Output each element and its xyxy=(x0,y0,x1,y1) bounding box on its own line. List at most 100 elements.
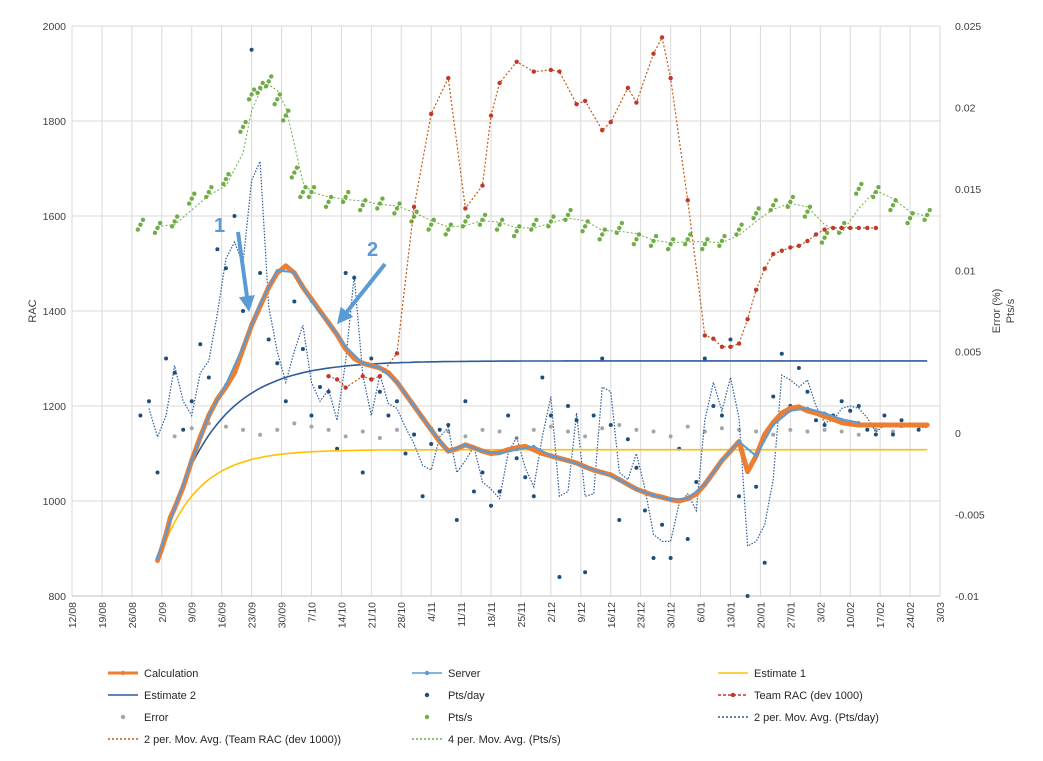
x-tick-label: 28/10 xyxy=(396,602,408,628)
server-point xyxy=(344,345,348,349)
legend-label: Estimate 2 xyxy=(144,690,196,702)
legend-label: Pts/day xyxy=(448,690,485,702)
pts-day-point xyxy=(642,508,647,513)
pts-day-point xyxy=(309,413,314,418)
pts-s-point xyxy=(238,129,243,135)
team-rac-point xyxy=(582,98,588,104)
pts-s-point xyxy=(822,235,827,240)
series-layer xyxy=(135,35,932,598)
server-point xyxy=(361,361,365,365)
pts-day-point xyxy=(172,370,177,375)
pts-s-point xyxy=(511,233,517,239)
legend-label: Team RAC (dev 1000) xyxy=(754,690,863,702)
error-point xyxy=(617,423,622,427)
pts-day-point xyxy=(523,475,528,480)
calculation-point xyxy=(796,404,802,410)
error-point xyxy=(548,424,553,429)
team-rac-point xyxy=(830,225,836,231)
pts-s-point xyxy=(705,237,710,242)
y2-tick-label: 0.01 xyxy=(955,265,976,277)
pts-day-point xyxy=(454,518,459,522)
error-point xyxy=(463,434,468,439)
pts-s-point xyxy=(326,199,331,205)
pts-day-point xyxy=(326,389,331,394)
pts-s-point xyxy=(306,194,312,200)
pts-s-point xyxy=(907,215,913,221)
x-tick-label: 3/03 xyxy=(935,602,947,623)
pts-day-point xyxy=(625,437,630,442)
pts-day-point xyxy=(300,347,305,351)
pts-s-point xyxy=(477,222,483,227)
pts-day-point xyxy=(360,470,365,475)
error-point xyxy=(583,434,588,439)
pts-s-point xyxy=(682,242,688,247)
pts-s-point xyxy=(617,225,622,231)
estimate-1-line xyxy=(156,448,928,564)
calculation-point xyxy=(231,370,237,376)
legend: Calculation Server Estimate 1 Estimate 2 Pts… xyxy=(108,668,879,746)
pts-s-point xyxy=(357,207,363,213)
server-point xyxy=(805,406,810,410)
team-rac-point xyxy=(488,113,494,118)
pts-s-point xyxy=(842,220,847,226)
server-point xyxy=(480,449,485,453)
pts-s-point xyxy=(751,215,756,221)
pts-day-point xyxy=(839,399,844,404)
team-rac-point xyxy=(497,80,502,86)
pts-s-point xyxy=(140,217,146,222)
error-point xyxy=(839,429,844,434)
server-point xyxy=(309,299,314,304)
pts-s-point xyxy=(722,233,727,239)
pts-day-point xyxy=(531,494,536,499)
calculation-point xyxy=(873,422,879,428)
legend-item: Team RAC (dev 1000) xyxy=(718,690,863,702)
server-point xyxy=(840,417,844,421)
calculation-point xyxy=(155,557,161,563)
legend-label: 2 per. Mov. Avg. (Pts/day) xyxy=(754,712,879,724)
legend-item: Estimate 2 xyxy=(108,690,196,702)
pts-day-point xyxy=(617,518,622,522)
y-tick-label: 1800 xyxy=(43,116,67,128)
legend-swatch xyxy=(424,714,430,720)
y-tick-label: 2000 xyxy=(43,21,67,33)
pts-day-point xyxy=(318,385,322,389)
pts-s-point xyxy=(688,232,693,237)
legend-label: Pts/s xyxy=(448,712,473,724)
error-point xyxy=(771,432,776,437)
pts-s-point xyxy=(380,196,385,201)
pts-s-point xyxy=(298,194,303,200)
pts-s-point xyxy=(634,237,639,242)
x-tick-label: 19/08 xyxy=(97,602,109,628)
error-point xyxy=(856,432,861,437)
calculation-point xyxy=(924,422,930,428)
y-tick-label: 1600 xyxy=(43,211,67,223)
team-rac-point xyxy=(411,204,417,209)
x-tick-label: 2/12 xyxy=(546,602,558,623)
error-point xyxy=(360,429,365,434)
pts-day-point xyxy=(403,451,408,456)
pts-s-point xyxy=(717,243,722,249)
server-point xyxy=(190,459,194,463)
y-tick-label: 800 xyxy=(48,591,66,603)
pts-s-point xyxy=(426,227,431,232)
pts-s-point xyxy=(739,222,744,227)
calculation-point xyxy=(531,447,537,453)
x-tick-label: 17/02 xyxy=(875,602,887,628)
team-rac-point xyxy=(873,225,879,231)
pts-s-point xyxy=(871,194,876,200)
pts-day-point xyxy=(369,356,374,361)
pts-day-point xyxy=(198,342,203,347)
pts-s-point xyxy=(653,233,659,239)
pts-s-point xyxy=(482,212,488,218)
x-tick-label: 3/02 xyxy=(815,602,827,623)
pts-s-point xyxy=(819,240,825,245)
pts-s-point xyxy=(753,211,759,216)
pts-s-point xyxy=(514,229,519,234)
team-rac-point xyxy=(428,111,434,117)
pts-day-point xyxy=(241,309,246,313)
pts-s-point xyxy=(294,165,300,170)
team-rac-point xyxy=(865,225,870,231)
error-point xyxy=(497,429,502,434)
calculation-point xyxy=(830,416,836,422)
pts-s-point xyxy=(859,181,864,187)
